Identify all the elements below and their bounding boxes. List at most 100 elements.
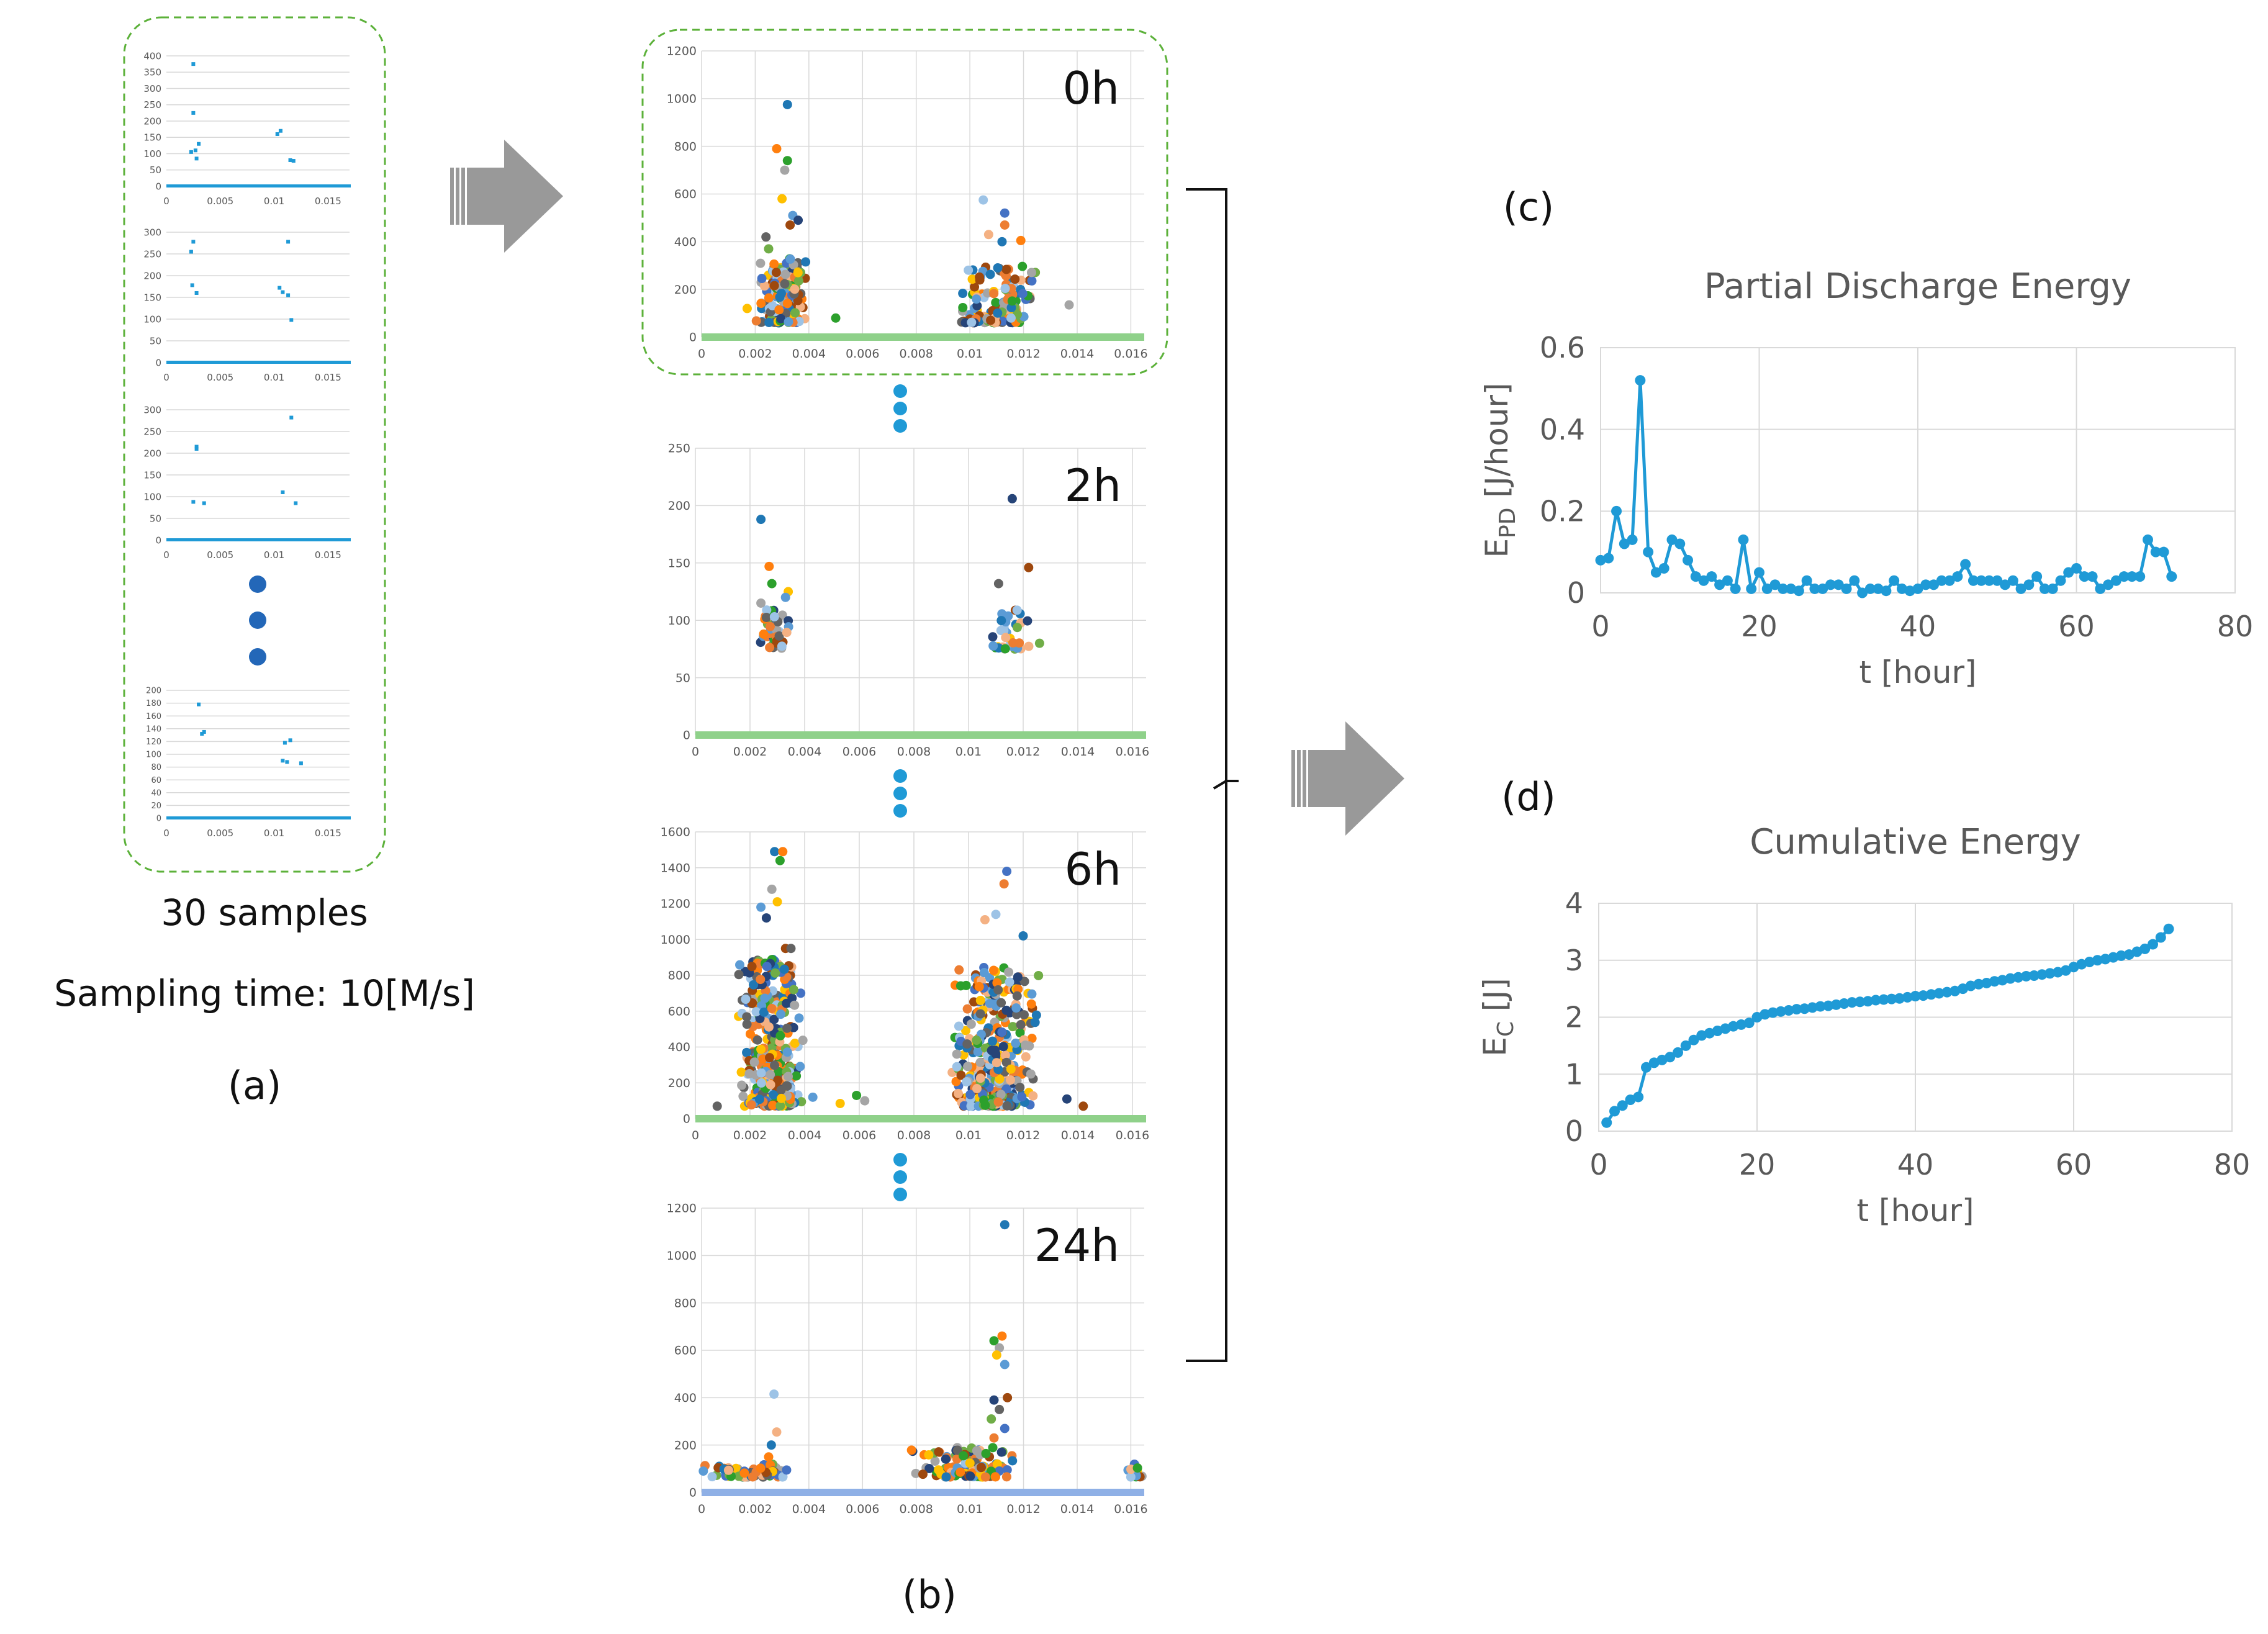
data-point [930, 1456, 940, 1466]
data-point-baseline [286, 361, 287, 364]
data-point [281, 290, 285, 294]
data-point [2013, 972, 2024, 983]
data-point [742, 1047, 752, 1057]
data-point [981, 1448, 991, 1458]
y-tick-label: 300 [143, 227, 161, 238]
data-point [778, 1472, 788, 1482]
data-point-baseline [254, 184, 256, 187]
data-point-baseline [349, 538, 351, 541]
data-point-baseline [192, 816, 194, 819]
data-point [988, 632, 998, 642]
data-point [756, 1463, 766, 1473]
data-point-baseline [293, 184, 295, 187]
data-point-baseline [196, 184, 198, 187]
data-point [756, 902, 766, 912]
data-point [1683, 554, 1694, 566]
y-tick-label: 200 [674, 1438, 697, 1452]
data-point [995, 1404, 1005, 1414]
x-tick-label: 0 [692, 745, 699, 759]
caption-samples: 30 samples [161, 891, 368, 934]
data-point [782, 156, 792, 166]
data-point [1807, 1002, 1818, 1013]
data-point-baseline [187, 184, 189, 187]
data-point-baseline [254, 816, 256, 819]
y-tick-label: 4 [1565, 887, 1583, 920]
y-axis-label-subscript: C [1493, 1021, 1519, 1037]
data-point-baseline [299, 538, 300, 541]
data-point [761, 613, 771, 623]
x-tick-label: 0.004 [792, 1502, 826, 1516]
data-point-baseline [185, 361, 187, 364]
y-tick-label: 0 [683, 729, 690, 743]
data-point-baseline [274, 361, 276, 364]
data-point-baseline [273, 184, 274, 187]
data-point-baseline [191, 184, 192, 187]
y-tick-label: 0.2 [1540, 494, 1585, 528]
x-tick-label: 0.015 [315, 549, 341, 561]
ellipsis-dot [893, 419, 907, 433]
data-point-baseline [183, 184, 185, 187]
data-point-baseline [176, 184, 178, 187]
panel-d-label: (d) [1501, 774, 1556, 819]
data-point [1769, 579, 1781, 590]
data-point-baseline [321, 184, 323, 187]
data-point [281, 490, 285, 494]
time-annotation: 6h [1065, 843, 1121, 895]
data-point [282, 741, 287, 745]
x-tick-label: 0 [163, 828, 169, 839]
x-tick-label: 0.002 [733, 745, 767, 759]
panel-c-chart: 0 0.2 0.4 0.6 0 20 40 60 80 Partial Discharge Ene… [1479, 266, 2253, 690]
data-point [197, 142, 201, 146]
x-tick-label: 0 [1589, 1148, 1607, 1181]
data-point-baseline [315, 361, 317, 364]
data-point [991, 1049, 1001, 1059]
data-point-baseline [192, 184, 194, 187]
data-point [1673, 1047, 1683, 1058]
data-point-baseline [168, 184, 170, 187]
data-point-baseline [286, 538, 287, 541]
y-tick-label: 800 [668, 969, 690, 983]
data-point-baseline [314, 184, 315, 187]
data-point-baseline [341, 538, 343, 541]
data-point [1658, 563, 1669, 574]
x-tick-label: 0.004 [788, 1129, 821, 1142]
y-tick-label: 200 [143, 448, 161, 459]
data-point-baseline [200, 538, 202, 541]
data-point-baseline [213, 184, 215, 187]
data-point [756, 598, 766, 608]
data-point-baseline [196, 538, 198, 541]
y-tick-label: 0 [155, 535, 161, 546]
data-point-baseline [293, 538, 295, 541]
data-point-baseline [179, 538, 181, 541]
x-tick-label: 0.006 [843, 745, 876, 759]
data-point-baseline [179, 361, 181, 364]
data-point [795, 1062, 805, 1072]
data-point-baseline [256, 361, 258, 364]
ellipsis-dot [893, 1188, 907, 1201]
data-point [1920, 579, 1931, 590]
y-tick-label: 1000 [667, 1249, 697, 1263]
data-point-baseline [220, 816, 222, 819]
y-tick-label: 0 [683, 1113, 690, 1126]
data-point [911, 1468, 921, 1478]
data-point [1611, 505, 1622, 517]
data-point-baseline [302, 538, 304, 541]
y-tick-label: 1000 [667, 92, 697, 106]
data-point [2095, 583, 2106, 594]
data-point [1886, 993, 1897, 1004]
data-point [756, 299, 766, 309]
data-point [2068, 962, 2079, 973]
x-tick-label: 0.012 [1006, 347, 1040, 361]
data-point-baseline [340, 361, 341, 364]
data-point-baseline [263, 816, 265, 819]
data-point-baseline [202, 538, 204, 541]
data-point [1864, 583, 1876, 594]
data-point-baseline [228, 361, 230, 364]
data-point-baseline [302, 816, 304, 819]
data-point [1926, 989, 1936, 1000]
data-point-baseline [340, 538, 341, 541]
data-point [285, 760, 289, 764]
data-point-baseline [250, 361, 252, 364]
data-point [769, 612, 779, 621]
data-point [1870, 995, 1881, 1006]
